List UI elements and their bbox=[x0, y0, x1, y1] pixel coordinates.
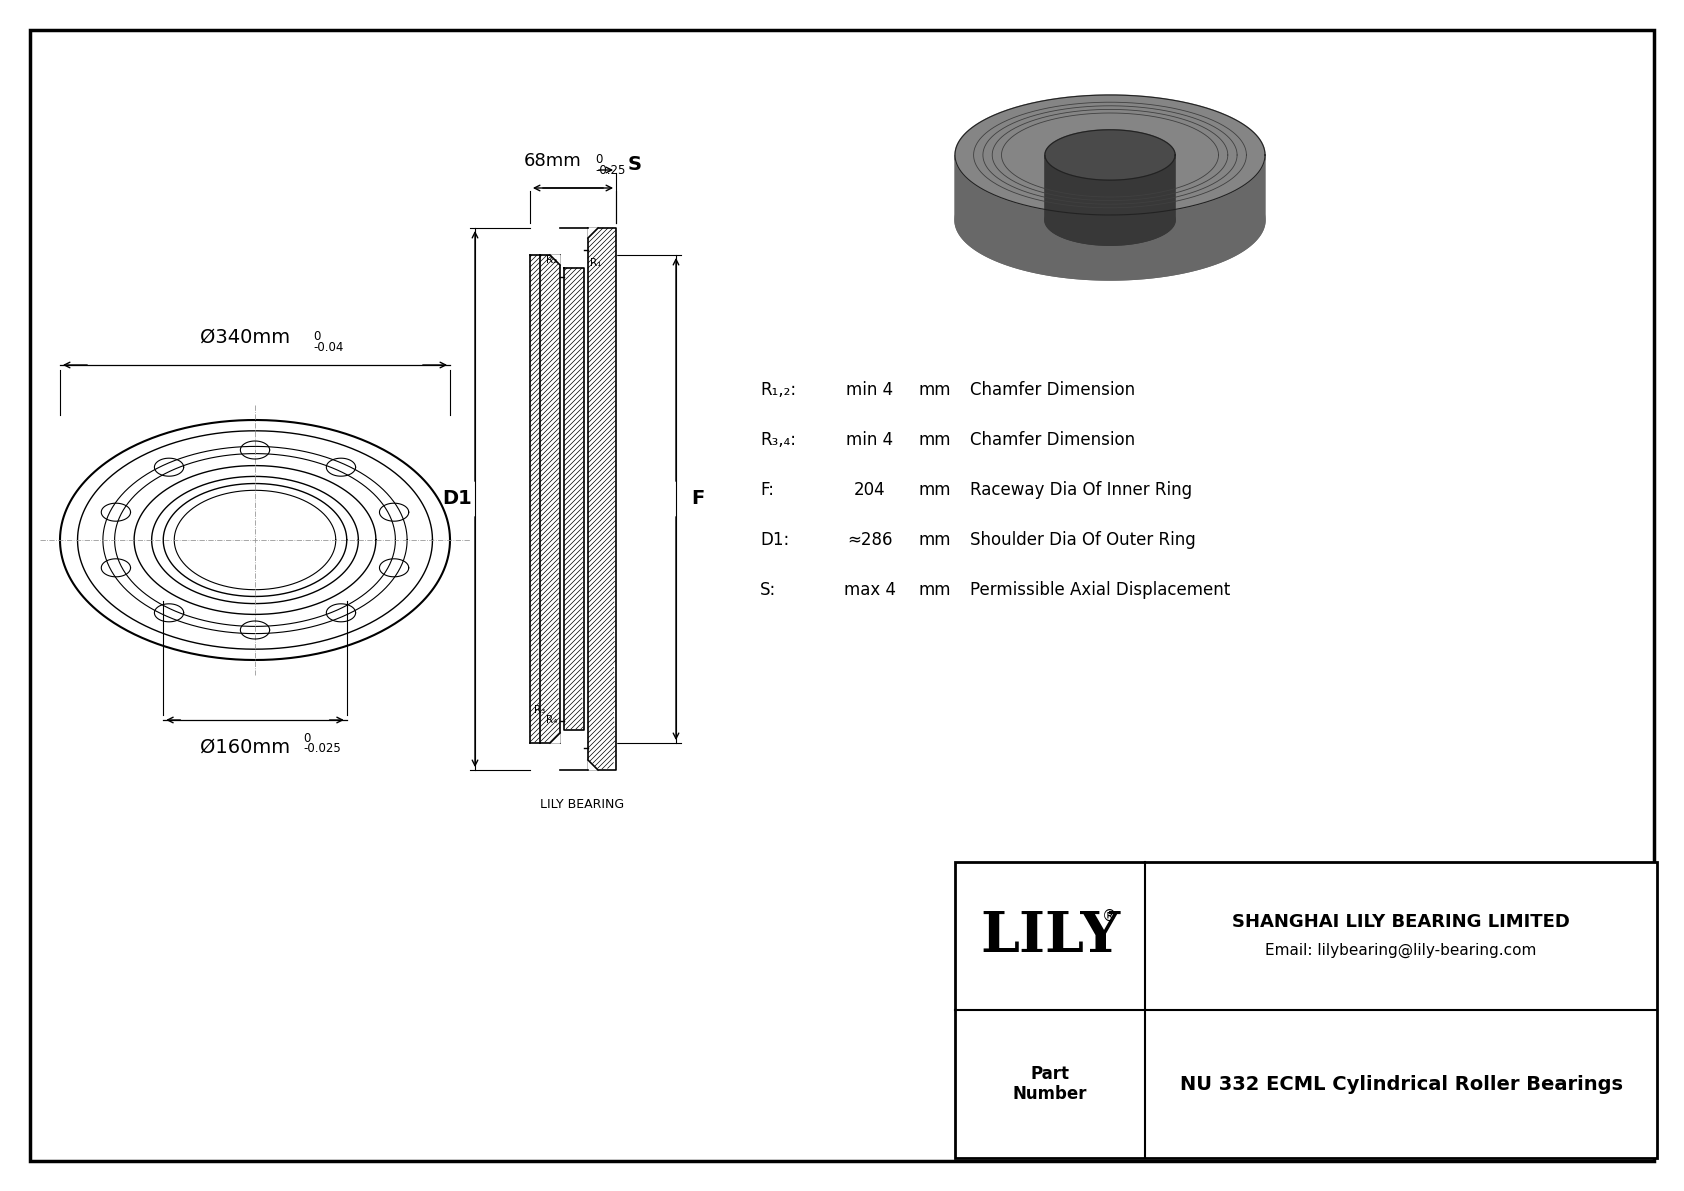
Text: R₄: R₄ bbox=[546, 715, 557, 725]
Text: R₁,₂:: R₁,₂: bbox=[759, 381, 797, 399]
Text: NU 332 ECML Cylindrical Roller Bearings: NU 332 ECML Cylindrical Roller Bearings bbox=[1179, 1074, 1622, 1093]
Text: D1:: D1: bbox=[759, 531, 790, 549]
Text: Ø160mm: Ø160mm bbox=[200, 738, 290, 757]
Polygon shape bbox=[551, 732, 561, 743]
Polygon shape bbox=[588, 760, 598, 771]
Polygon shape bbox=[1044, 130, 1175, 180]
Text: min 4: min 4 bbox=[847, 381, 894, 399]
Text: Chamfer Dimension: Chamfer Dimension bbox=[970, 431, 1135, 449]
Text: S: S bbox=[628, 156, 642, 175]
Text: mm: mm bbox=[919, 381, 951, 399]
Text: R₃: R₃ bbox=[534, 705, 546, 715]
Text: Part
Number: Part Number bbox=[1012, 1065, 1088, 1103]
Text: 0: 0 bbox=[313, 330, 320, 343]
Text: mm: mm bbox=[919, 531, 951, 549]
Polygon shape bbox=[588, 227, 598, 238]
Text: F: F bbox=[690, 490, 704, 509]
Text: 204: 204 bbox=[854, 481, 886, 499]
Text: Chamfer Dimension: Chamfer Dimension bbox=[970, 381, 1135, 399]
Text: mm: mm bbox=[919, 431, 951, 449]
Text: LILY: LILY bbox=[980, 909, 1120, 964]
Polygon shape bbox=[955, 95, 1265, 216]
Text: 0: 0 bbox=[594, 152, 603, 166]
Text: Permissible Axial Displacement: Permissible Axial Displacement bbox=[970, 581, 1231, 599]
Text: D1: D1 bbox=[443, 490, 472, 509]
Polygon shape bbox=[955, 160, 1265, 280]
Polygon shape bbox=[564, 268, 584, 730]
Text: 0: 0 bbox=[303, 732, 310, 746]
Text: ≈286: ≈286 bbox=[847, 531, 893, 549]
Polygon shape bbox=[1044, 155, 1175, 245]
Text: R₂: R₂ bbox=[546, 255, 557, 266]
Text: ®: ® bbox=[1103, 909, 1118, 923]
Text: max 4: max 4 bbox=[844, 581, 896, 599]
Text: S:: S: bbox=[759, 581, 776, 599]
Text: Email: lilybearing@lily-bearing.com: Email: lilybearing@lily-bearing.com bbox=[1265, 942, 1537, 958]
Text: -0.25: -0.25 bbox=[594, 164, 625, 177]
Bar bbox=[955, 862, 1657, 1158]
Text: LILY BEARING: LILY BEARING bbox=[541, 798, 625, 811]
Text: min 4: min 4 bbox=[847, 431, 894, 449]
Polygon shape bbox=[955, 155, 1265, 280]
Text: -0.04: -0.04 bbox=[313, 341, 344, 354]
Text: F:: F: bbox=[759, 481, 775, 499]
Text: mm: mm bbox=[919, 581, 951, 599]
Text: Ø340mm: Ø340mm bbox=[200, 328, 290, 347]
Text: Raceway Dia Of Inner Ring: Raceway Dia Of Inner Ring bbox=[970, 481, 1192, 499]
Text: R₁: R₁ bbox=[591, 258, 601, 268]
Text: R₃,₄:: R₃,₄: bbox=[759, 431, 797, 449]
Text: mm: mm bbox=[919, 481, 951, 499]
Text: Shoulder Dia Of Outer Ring: Shoulder Dia Of Outer Ring bbox=[970, 531, 1196, 549]
Text: SHANGHAI LILY BEARING LIMITED: SHANGHAI LILY BEARING LIMITED bbox=[1233, 913, 1569, 931]
Text: 68mm: 68mm bbox=[524, 152, 583, 170]
Polygon shape bbox=[588, 227, 616, 771]
Polygon shape bbox=[551, 255, 561, 266]
Polygon shape bbox=[541, 255, 561, 743]
Text: -0.025: -0.025 bbox=[303, 742, 340, 755]
Polygon shape bbox=[1044, 195, 1175, 245]
